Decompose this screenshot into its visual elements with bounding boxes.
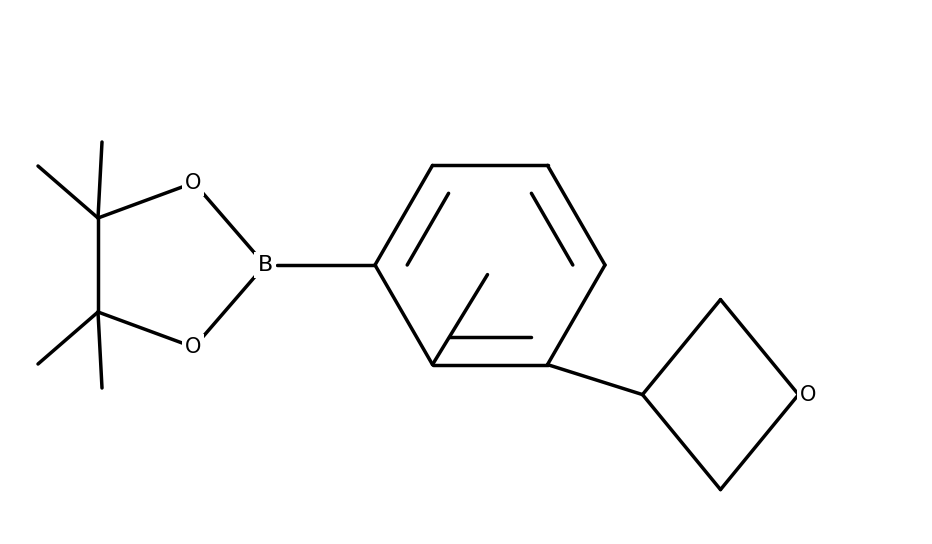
Text: B: B (257, 255, 273, 275)
Text: O: O (185, 173, 201, 193)
Text: O: O (801, 385, 816, 405)
Text: O: O (185, 337, 201, 357)
